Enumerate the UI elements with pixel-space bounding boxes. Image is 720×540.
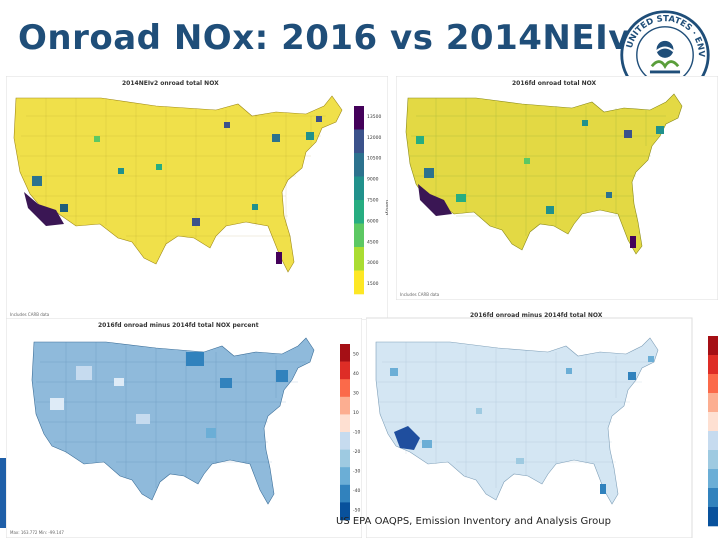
- colorbar-segment: [354, 247, 364, 271]
- map-4-title: 2016fd onroad minus 2014fd total NOX: [470, 312, 603, 319]
- colorbar-segment: [340, 344, 350, 362]
- county-texture: [410, 98, 666, 236]
- map-panel-2016fd: 2016fd onroad total NOX Includes CARB da…: [396, 76, 718, 300]
- colorbar-segment: [708, 431, 718, 451]
- colorbar-segment: [340, 361, 350, 380]
- colorbar-tick-label: 30: [353, 390, 359, 396]
- colorbar-tick-label: 1500: [367, 281, 379, 287]
- colorbar-segment: [708, 393, 718, 413]
- colorbar-tick-label: 6000: [367, 218, 379, 224]
- colorbar-segment: [708, 488, 718, 508]
- colorbar-tick-label: -50: [353, 508, 360, 514]
- colorbar-segment: [708, 469, 718, 489]
- county-texture: [20, 98, 326, 246]
- colorbar-segment: [340, 502, 350, 521]
- colorbar-segment: [354, 200, 364, 224]
- emission-hotspots: [24, 116, 322, 264]
- colorbar-segment: [708, 507, 718, 527]
- map-2014neiv2-svg: 2014NEIv2 onroad total NOX 13500 12000 105…: [6, 76, 388, 320]
- colorbar-tick-label: -30: [353, 469, 360, 475]
- colorbar-tick-label: 3000: [367, 260, 379, 266]
- county-texture: [378, 342, 650, 488]
- colorbar-segment: [340, 432, 350, 450]
- colorbar-tick-label: 13500: [367, 114, 381, 120]
- change-patches: [390, 356, 654, 494]
- map-3-title: 2016fd onroad minus 2014fd total NOX per…: [98, 322, 259, 329]
- colorbar-segment: [354, 129, 364, 154]
- colorbar: [708, 336, 718, 527]
- colorbar-tick-label: 9000: [367, 177, 379, 183]
- map-absolute-diff-svg: 2016fd onroad minus 2014fd total NOX: [366, 312, 718, 538]
- colorbar-segment: [708, 336, 718, 356]
- colorbar-unit-label: tons/yr: [384, 200, 388, 216]
- map-panel-absolute-diff: 2016fd onroad minus 2014fd total NOX: [366, 308, 718, 538]
- slide-title: Onroad NOx: 2016 vs 2014NEIv2: [18, 18, 656, 58]
- colorbar-tick-label: 7500: [367, 198, 379, 204]
- county-texture: [36, 342, 306, 488]
- map-3-note: Max: 163.772 Min: -99.147: [10, 530, 64, 535]
- colorbar-segment: [708, 374, 718, 394]
- colorbar-segment: [340, 379, 350, 398]
- map-2-title: 2016fd onroad total NOX: [512, 80, 597, 87]
- us-map-shape: [31, 337, 315, 505]
- change-patches: [50, 352, 288, 438]
- colorbar-tick-label: 10: [353, 410, 359, 416]
- map-panel-percent-diff: 2016fd onroad minus 2014fd total NOX per…: [6, 318, 362, 538]
- colorbar-segment: [340, 414, 350, 433]
- colorbar-tick-label: 4500: [367, 239, 379, 245]
- map-percent-diff-svg: 2016fd onroad minus 2014fd total NOX per…: [6, 318, 362, 538]
- colorbar-tick-label: 40: [353, 371, 359, 377]
- map-2-note: Includes CARB data: [400, 292, 440, 297]
- colorbar-segment: [708, 355, 718, 375]
- colorbar-segment: [340, 484, 350, 503]
- colorbar-tick-label: -40: [353, 488, 360, 494]
- us-map-shape: [375, 337, 659, 505]
- map-2016fd-svg: 2016fd onroad total NOX Includes CARB da…: [396, 76, 718, 300]
- colorbar-segment: [340, 449, 350, 468]
- colorbar-tick-label: 12000: [367, 135, 381, 141]
- colorbar-tick-label: 50: [353, 351, 359, 357]
- map-1-note: Includes CARB data: [10, 312, 50, 317]
- colorbar-tick-label: 10500: [367, 156, 381, 162]
- colorbar-segment: [708, 450, 718, 470]
- colorbar: 13500 12000 10500 9000 7500 6000 4500 3000 1500 t…: [354, 106, 388, 295]
- map-panel-2014neiv2: 2014NEIv2 onroad total NOX 13500 12000 105…: [6, 76, 388, 320]
- colorbar-segment: [354, 176, 364, 201]
- us-map-shape: [405, 93, 683, 255]
- emission-hotspots: [416, 120, 664, 248]
- colorbar-tick-label: -10: [353, 430, 360, 436]
- colorbar-segment: [354, 270, 364, 295]
- colorbar-tick-label: -20: [353, 449, 360, 455]
- colorbar-segment: [354, 106, 364, 130]
- footer-credit: US EPA OAQPS, Emission Inventory and Ana…: [336, 516, 611, 527]
- map-1-title: 2014NEIv2 onroad total NOX: [122, 80, 219, 87]
- colorbar-segment: [340, 467, 350, 486]
- colorbar-segment: [354, 223, 364, 248]
- colorbar-segment: [708, 412, 718, 432]
- colorbar-segment: [340, 396, 350, 415]
- colorbar-segment: [354, 153, 364, 177]
